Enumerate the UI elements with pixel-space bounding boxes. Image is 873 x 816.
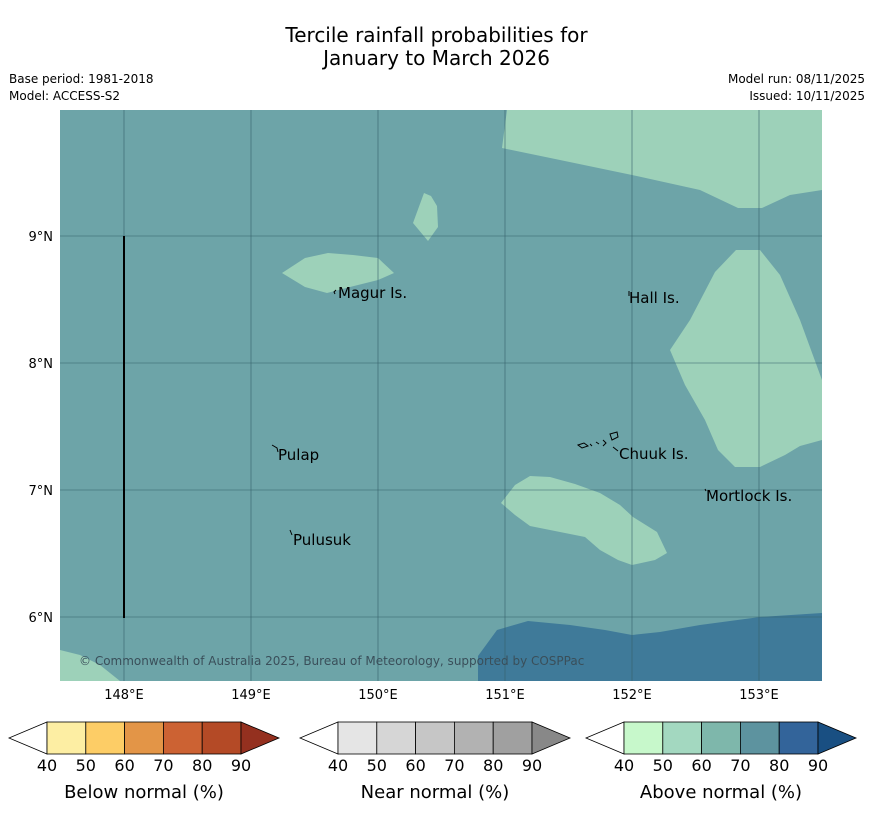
colorbar-segment bbox=[623, 721, 664, 755]
colorbar-tick-label: 80 bbox=[769, 756, 789, 775]
pulap-island-marker bbox=[271, 444, 279, 453]
copyright-notice: © Commonwealth of Australia 2025, Bureau… bbox=[79, 654, 584, 668]
colorbar-tick-label: 80 bbox=[192, 756, 212, 775]
title-line-1: Tercile rainfall probabilities for bbox=[285, 23, 588, 47]
colorbar-tick-label: 70 bbox=[444, 756, 464, 775]
colorbar-tick-label: 90 bbox=[522, 756, 542, 775]
lon-tick-151: 151°E bbox=[485, 688, 525, 703]
map-panel: Magur Is. Hall Is. Pulap Chuuk Is. Mortl… bbox=[60, 110, 822, 681]
lat-tick-9: 9°N bbox=[29, 230, 54, 245]
colorbar-tick-label: 80 bbox=[483, 756, 503, 775]
colorbar-lower-extension bbox=[584, 721, 625, 755]
lat-tick-7: 7°N bbox=[29, 484, 54, 499]
colorbar-above-normal: 40 50 60 70 80 90 bbox=[584, 721, 858, 775]
place-label-pulap: Pulap bbox=[278, 446, 319, 464]
colorbar-tick-label: 40 bbox=[614, 756, 634, 775]
colorbar-segment bbox=[778, 721, 819, 755]
colorbar-lower-extension bbox=[7, 721, 48, 755]
colorbar-near-normal: 40 50 60 70 80 90 bbox=[298, 721, 572, 775]
colorbar-segment bbox=[415, 721, 455, 755]
lat-tick-8: 8°N bbox=[29, 357, 54, 372]
colorbar-tick-label: 60 bbox=[691, 756, 711, 775]
colorbar-below-normal: 40 50 60 70 80 90 bbox=[7, 721, 281, 775]
region-south-west bbox=[60, 650, 120, 681]
colorbar-tick-label: 50 bbox=[76, 756, 96, 775]
lon-tick-153: 153°E bbox=[739, 688, 779, 703]
colorbar-segment bbox=[337, 721, 378, 755]
colorbar-tick-label: 90 bbox=[231, 756, 251, 775]
colorbar-title-above: Above normal (%) bbox=[640, 782, 802, 803]
colorbar-tick-label: 40 bbox=[37, 756, 57, 775]
magur-island-marker bbox=[333, 289, 337, 295]
colorbar-lower-extension bbox=[298, 721, 339, 755]
place-label-magur: Magur Is. bbox=[338, 284, 407, 302]
gridlines bbox=[60, 110, 822, 681]
colorbar-title-near: Near normal (%) bbox=[361, 782, 510, 803]
meta-right: Model run: 08/11/2025 Issued: 10/11/2025 bbox=[728, 71, 865, 105]
lat-tick-6: 6°N bbox=[29, 611, 54, 626]
region-chuuk-south bbox=[501, 476, 667, 565]
colorbar-segment bbox=[740, 721, 780, 755]
region-north-east bbox=[502, 110, 822, 208]
island-markers bbox=[271, 289, 707, 536]
colorbar-segment bbox=[162, 721, 203, 755]
place-label-hall: Hall Is. bbox=[629, 289, 680, 307]
colorbar-tick-label: 70 bbox=[153, 756, 173, 775]
colorbar-tick-label: 90 bbox=[808, 756, 828, 775]
colorbar-upper-extension bbox=[531, 721, 572, 755]
chuuk-island-marker bbox=[576, 431, 619, 452]
region-east bbox=[670, 250, 822, 467]
region-islet-north bbox=[413, 193, 438, 241]
colorbar-segment bbox=[376, 721, 416, 755]
colorbar-title-below: Below normal (%) bbox=[64, 782, 224, 803]
colorbar-segment bbox=[46, 721, 87, 755]
colorbar-segment bbox=[85, 721, 126, 755]
region-south-east-high bbox=[478, 613, 822, 681]
place-label-mortlock: Mortlock Is. bbox=[706, 487, 792, 505]
colorbar-segment bbox=[124, 721, 164, 755]
model-run-label: Model run: 08/11/2025 bbox=[727, 72, 865, 86]
lon-tick-labels: 148°E 149°E 150°E 151°E 152°E 153°E bbox=[104, 688, 779, 703]
colorbar-segment bbox=[492, 721, 533, 755]
colorbar-tick-label: 50 bbox=[367, 756, 387, 775]
mortlock-island-marker bbox=[704, 488, 707, 492]
colorbar-upper-extension bbox=[817, 721, 858, 755]
colorbar-tick-label: 40 bbox=[328, 756, 348, 775]
pulusuk-island-marker bbox=[289, 529, 293, 536]
place-label-chuuk: Chuuk Is. bbox=[619, 445, 688, 463]
lat-tick-labels: 9°N 8°N 7°N 6°N bbox=[29, 230, 54, 626]
colorbar-tick-label: 50 bbox=[653, 756, 673, 775]
colorbar-segment bbox=[453, 721, 494, 755]
base-period-label: Base period: 1981-2018 bbox=[9, 72, 154, 86]
colorbar-tick-label: 60 bbox=[114, 756, 134, 775]
colorbar-tick-label: 60 bbox=[405, 756, 425, 775]
colorbar-upper-extension bbox=[240, 721, 281, 755]
region-magur bbox=[282, 253, 394, 293]
issued-label: Issued: 10/11/2025 bbox=[749, 89, 865, 103]
model-label: Model: ACCESS-S2 bbox=[9, 89, 121, 103]
place-label-pulusuk: Pulusuk bbox=[293, 531, 351, 549]
colorbar-segment bbox=[201, 721, 242, 755]
colorbar-segment bbox=[662, 721, 702, 755]
meta-left: Base period: 1981-2018 Model: ACCESS-S2 bbox=[9, 71, 154, 105]
lon-tick-152: 152°E bbox=[612, 688, 652, 703]
colorbar-segment bbox=[701, 721, 741, 755]
lon-tick-150: 150°E bbox=[358, 688, 398, 703]
title-line-2: January to March 2026 bbox=[323, 46, 550, 70]
lon-tick-149: 149°E bbox=[231, 688, 271, 703]
lon-tick-148: 148°E bbox=[104, 688, 144, 703]
colorbar-tick-label: 70 bbox=[730, 756, 750, 775]
